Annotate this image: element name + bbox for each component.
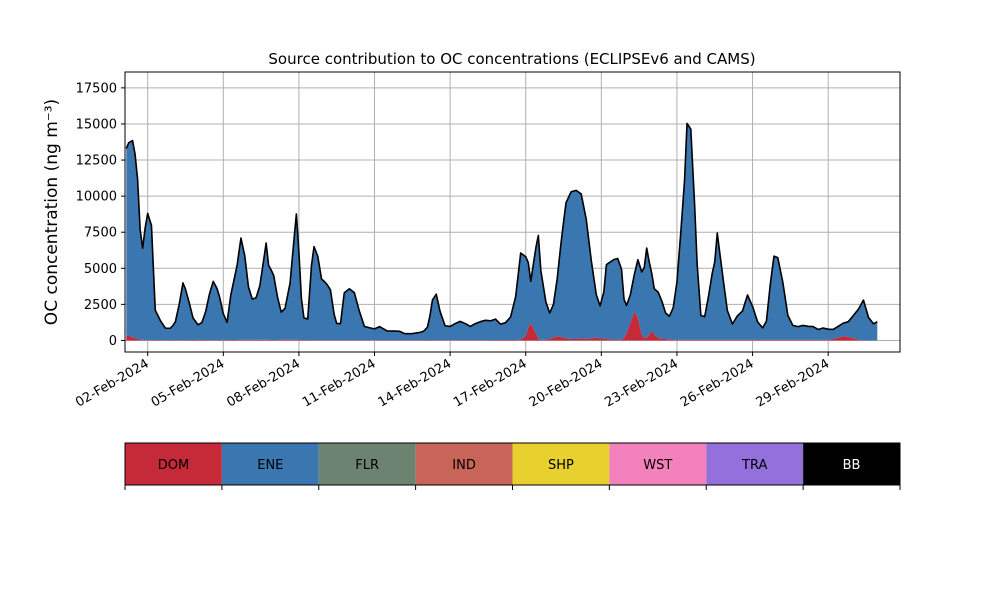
x-tick-label: 05-Feb-2024 [149, 356, 228, 410]
stacked-areas [125, 122, 878, 341]
legend-label-ind: IND [452, 458, 476, 473]
legend-swatch-tra [706, 443, 804, 485]
y-tick-label: 17500 [76, 81, 117, 96]
legend-swatch-flr [318, 443, 416, 485]
x-tick-label: 29-Feb-2024 [754, 356, 833, 410]
legend-swatch-wst [609, 443, 707, 485]
legend-swatch-ind [415, 443, 513, 485]
legend-label-tra: TRA [741, 458, 767, 473]
y-axis: 0 2500 5000 7500 10000 12500 15000 17500 [76, 81, 125, 349]
y-tick-label: 0 [109, 334, 117, 349]
chart-title: Source contribution to OC concentrations… [268, 50, 755, 68]
y-tick-label: 12500 [76, 154, 117, 169]
area-ene [126, 123, 878, 341]
x-tick-label: 02-Feb-2024 [73, 356, 152, 410]
x-tick-label: 20-Feb-2024 [527, 356, 606, 410]
total-line [125, 122, 878, 335]
y-tick-label: 5000 [84, 262, 117, 277]
y-tick-label: 10000 [76, 190, 117, 205]
x-axis: 02-Feb-202405-Feb-202408-Feb-202411-Feb-… [73, 352, 832, 410]
legend-swatch-bb [803, 443, 900, 485]
y-tick-label: 15000 [76, 117, 117, 132]
legend-label-dom: DOM [158, 458, 189, 473]
legend-label-bb: BB [843, 458, 861, 473]
legend: DOM ENE FLR IND SHP WST TRA BB [124, 442, 901, 490]
legend-swatch-shp [512, 443, 610, 485]
plot-frame [124, 71, 901, 353]
y-axis-label: OC concentration (ng m⁻³) [42, 99, 62, 325]
x-tick-label: 08-Feb-2024 [224, 356, 303, 410]
x-tick-label: 11-Feb-2024 [300, 356, 379, 410]
x-tick-label: 14-Feb-2024 [376, 356, 455, 410]
x-tick-label: 23-Feb-2024 [602, 356, 681, 410]
legend-label-flr: FLR [355, 458, 379, 473]
legend-swatch-ene [221, 443, 319, 485]
legend-label-ene: ENE [257, 458, 283, 473]
x-tick-label: 26-Feb-2024 [678, 356, 757, 410]
legend-label-wst: WST [643, 458, 672, 473]
y-tick-label: 7500 [84, 226, 117, 241]
x-tick-label: 17-Feb-2024 [451, 356, 530, 410]
legend-swatch-dom [125, 443, 222, 485]
y-tick-label: 2500 [84, 298, 117, 313]
legend-label-shp: SHP [548, 458, 574, 473]
